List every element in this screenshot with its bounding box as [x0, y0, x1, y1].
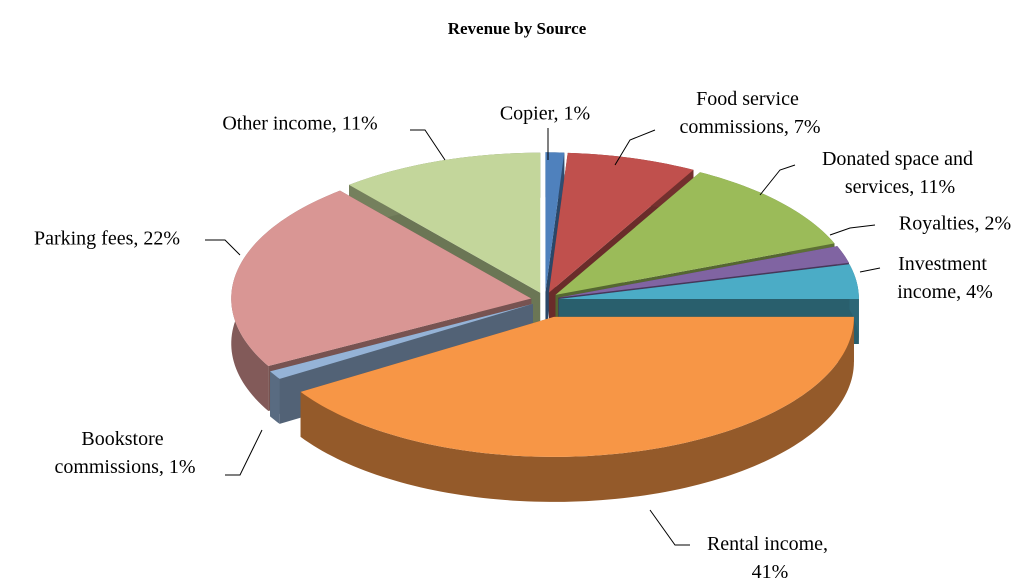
slice — [558, 264, 859, 300]
leader-line — [225, 429, 263, 476]
label-line: Bookstore — [81, 428, 168, 450]
data-label: Copier, 1% — [500, 103, 590, 125]
leader-line — [859, 267, 881, 273]
leader-line — [829, 224, 876, 236]
label-line: 41% — [752, 561, 789, 583]
slice — [349, 152, 541, 293]
data-label: Donated space and services, 11% — [822, 148, 978, 198]
slice — [545, 152, 565, 293]
label-line: Rental income, — [707, 533, 833, 555]
leader-line — [205, 239, 241, 256]
data-label: Food service commissions, 7% — [679, 88, 820, 138]
leader-line — [649, 509, 690, 546]
leader-line — [759, 164, 796, 196]
label-line: Food service — [696, 88, 804, 110]
slice-wall — [300, 316, 854, 502]
data-label: Parking fees, 22% — [34, 228, 180, 250]
label-line: services, 11% — [845, 176, 955, 198]
leader-line — [410, 129, 446, 161]
data-label: Investment income, 4% — [897, 253, 993, 303]
slice — [548, 152, 694, 293]
data-label: Other income, 11% — [222, 113, 377, 135]
data-label: Bookstore commissions, 1% — [54, 428, 195, 478]
slice-wall — [270, 371, 280, 424]
label-line: commissions, 1% — [54, 456, 195, 478]
leader-line — [614, 129, 656, 166]
label-line: Investment — [898, 253, 992, 275]
label-line: commissions, 7% — [679, 116, 820, 138]
slice — [558, 246, 849, 298]
slice — [270, 303, 533, 379]
slice — [231, 190, 532, 367]
data-label: Royalties, 2% — [899, 213, 1011, 235]
slice — [555, 172, 835, 295]
chart-title: Revenue by Source — [448, 19, 587, 38]
data-label: Rental income, 41% — [707, 533, 833, 583]
label-line: income, 4% — [897, 281, 993, 303]
slice — [300, 316, 854, 457]
label-line: Donated space and — [822, 148, 978, 170]
